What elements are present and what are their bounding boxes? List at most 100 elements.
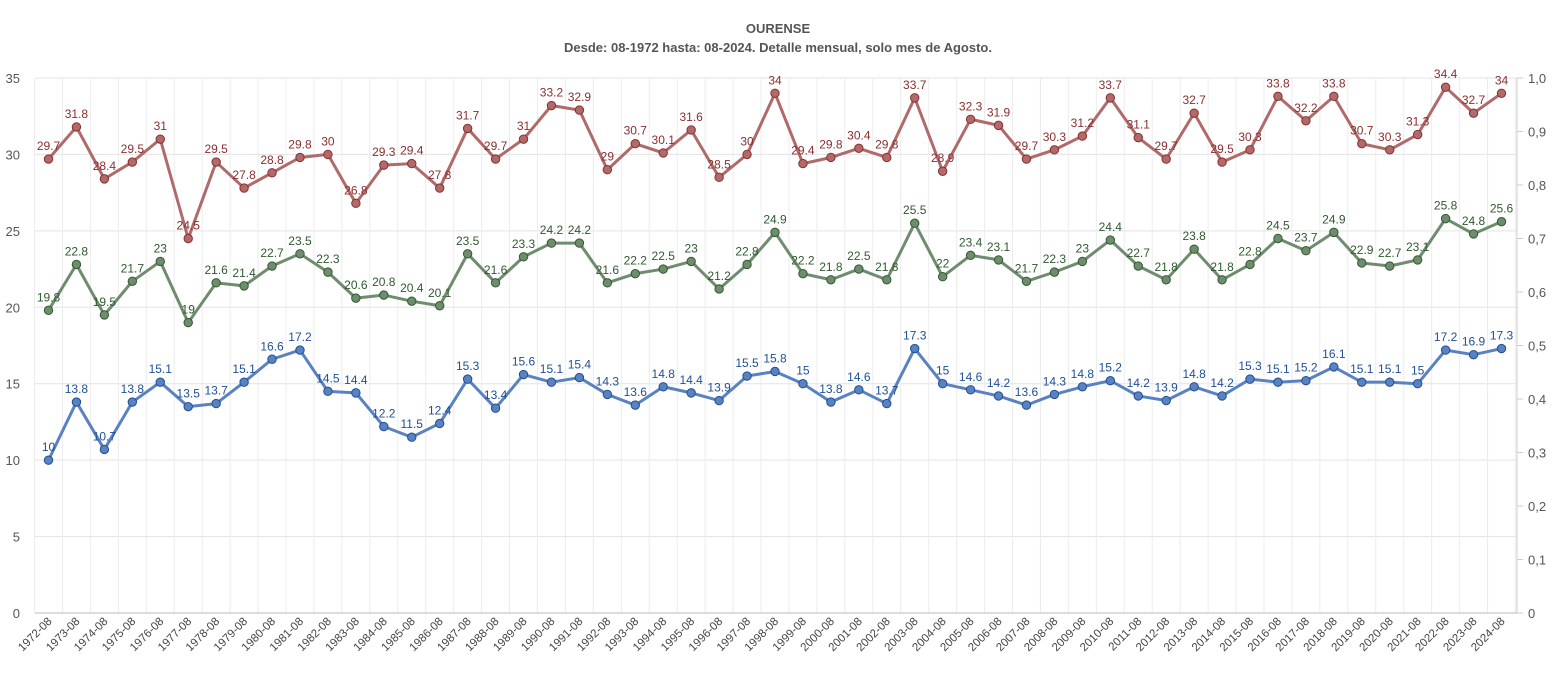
data-label: 22.2 xyxy=(624,254,648,268)
data-point xyxy=(993,391,1004,401)
y2-tick-label: 0,3 xyxy=(1528,446,1546,461)
data-point xyxy=(43,154,54,164)
data-point xyxy=(155,256,165,267)
data-label: 19.8 xyxy=(37,290,61,304)
data-point xyxy=(434,418,445,429)
data-point xyxy=(1329,362,1339,372)
data-label: 22.5 xyxy=(847,249,871,263)
data-point xyxy=(798,379,808,389)
data-label: 17.2 xyxy=(1434,330,1458,344)
data-point xyxy=(490,278,501,288)
data-label: 13.9 xyxy=(1155,381,1179,395)
data-label: 21.8 xyxy=(1155,260,1179,274)
data-point xyxy=(1329,227,1339,238)
data-point xyxy=(518,252,529,262)
data-point xyxy=(323,267,333,277)
data-label: 15 xyxy=(936,364,950,378)
data-point xyxy=(937,272,948,282)
data-point xyxy=(1189,244,1199,254)
data-label: 24.2 xyxy=(540,223,564,237)
data-label: 13.7 xyxy=(204,384,228,398)
data-point xyxy=(127,157,138,167)
data-label: 30 xyxy=(321,134,335,148)
data-label: 15.8 xyxy=(763,351,787,365)
data-label: 29.3 xyxy=(372,145,396,159)
data-label: 14.5 xyxy=(316,371,340,385)
data-label: 33.7 xyxy=(903,78,927,92)
chart-title: OURENSE xyxy=(746,21,811,36)
data-point xyxy=(1440,345,1451,355)
y2-tick-label: 0,7 xyxy=(1528,232,1546,247)
data-point xyxy=(1245,259,1255,270)
data-point xyxy=(1440,82,1451,92)
data-point xyxy=(937,166,948,176)
data-label: 16.6 xyxy=(260,339,284,353)
data-label: 30 xyxy=(740,134,754,148)
data-point xyxy=(826,152,836,163)
data-point xyxy=(1412,255,1423,265)
data-point xyxy=(714,172,724,183)
data-point xyxy=(574,238,585,248)
data-label: 31.8 xyxy=(65,107,89,121)
data-label: 15.1 xyxy=(1378,362,1402,376)
data-label: 14.4 xyxy=(679,373,703,387)
data-label: 21.8 xyxy=(1210,260,1234,274)
data-label: 23.4 xyxy=(959,235,983,249)
data-labels-layer: 29.7 31.8 28.4 29.5 31 24.5 29.5 27.8 28.8 29.8 30… xyxy=(37,67,1514,454)
data-point xyxy=(1021,276,1032,286)
data-label: 31.6 xyxy=(679,110,703,124)
data-label: 21.6 xyxy=(596,263,620,277)
data-point xyxy=(239,281,249,291)
data-label: 30.7 xyxy=(1350,124,1374,138)
data-point xyxy=(910,218,920,228)
data-label: 14.2 xyxy=(1210,376,1234,390)
data-label: 29.7 xyxy=(1155,139,1179,153)
data-label: 31.3 xyxy=(1406,115,1430,129)
data-label: 14.8 xyxy=(1182,367,1206,381)
data-point xyxy=(686,256,696,267)
data-label: 14.2 xyxy=(1127,376,1151,390)
data-point xyxy=(1385,261,1395,271)
data-point xyxy=(602,165,613,175)
data-label: 21.4 xyxy=(232,266,256,280)
data-point xyxy=(183,401,193,412)
data-point xyxy=(99,310,110,320)
data-label: 30.7 xyxy=(624,124,648,138)
data-label: 22.8 xyxy=(65,244,89,258)
data-point xyxy=(1077,131,1088,141)
data-point xyxy=(490,154,501,164)
data-point xyxy=(518,134,529,144)
data-point xyxy=(1161,154,1171,164)
y-tick-label: 20 xyxy=(6,300,20,315)
data-label: 15.3 xyxy=(456,359,480,373)
data-label: 24.5 xyxy=(1266,219,1290,233)
data-point xyxy=(770,366,780,377)
data-label: 15.3 xyxy=(1238,359,1262,373)
data-point xyxy=(434,301,445,311)
data-point xyxy=(1245,145,1255,155)
data-label: 32.7 xyxy=(1182,93,1206,107)
data-label: 19 xyxy=(182,303,196,317)
data-point xyxy=(686,125,696,135)
data-label: 27.8 xyxy=(232,168,256,182)
data-point xyxy=(1273,91,1283,102)
data-point xyxy=(714,284,724,294)
data-point xyxy=(1161,275,1171,285)
chart-subtitle: Desde: 08-1972 hasta: 08-2024. Detalle m… xyxy=(564,40,992,55)
data-point xyxy=(658,382,668,392)
data-label: 34 xyxy=(1495,73,1509,87)
data-label: 14.8 xyxy=(652,367,676,381)
data-label: 25.6 xyxy=(1490,202,1514,216)
data-label: 21.7 xyxy=(121,261,145,275)
data-label: 13.8 xyxy=(65,382,89,396)
data-point xyxy=(518,369,529,380)
data-point xyxy=(1217,391,1227,401)
data-label: 20.6 xyxy=(344,278,368,292)
data-label: 10.7 xyxy=(93,429,117,443)
data-point xyxy=(798,158,808,169)
data-label: 30.4 xyxy=(847,128,871,142)
data-label: 12.4 xyxy=(428,403,452,417)
data-label: 23.8 xyxy=(1182,229,1206,243)
x-axis: 1972-081973-081974-081975-081976-081977-… xyxy=(16,616,1507,654)
data-point xyxy=(937,379,948,389)
